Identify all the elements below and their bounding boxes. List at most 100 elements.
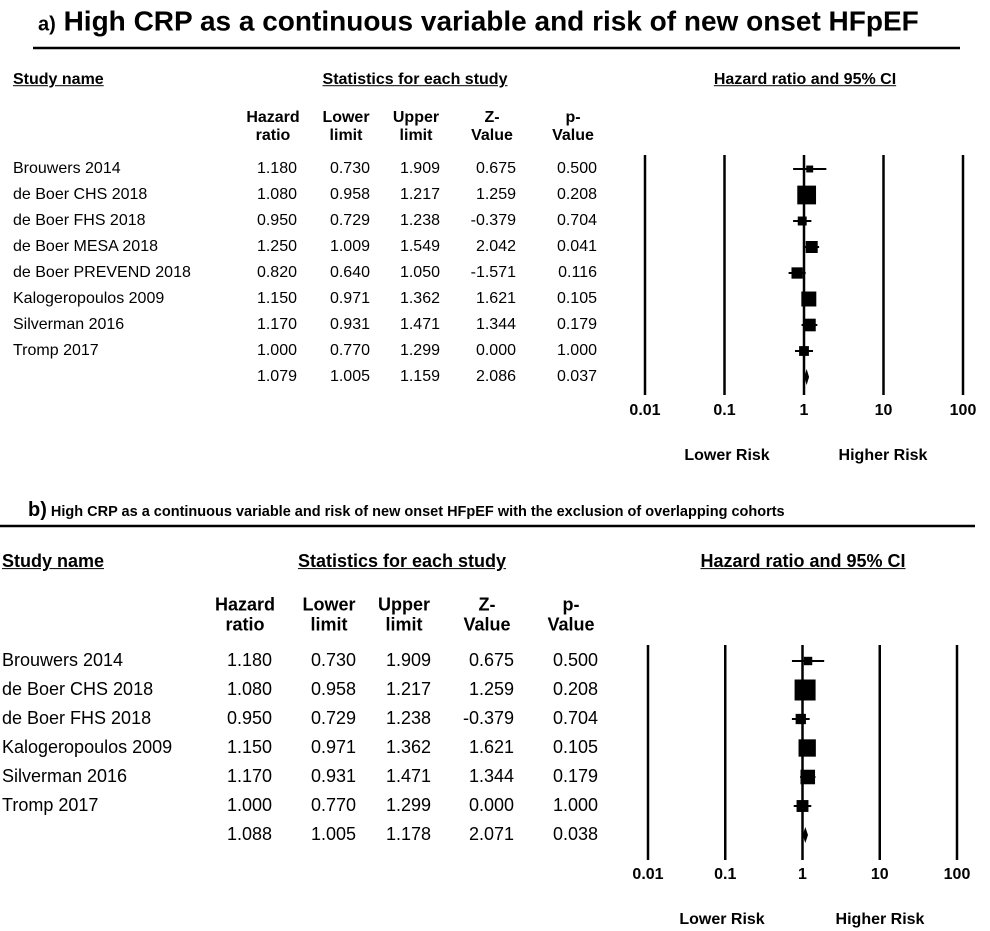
axis-annotation: Lower Risk — [679, 911, 765, 929]
hr-marker — [801, 291, 817, 307]
cell-value: 0.931 — [329, 316, 370, 334]
cell-value: 1.621 — [475, 290, 516, 308]
cell-value: -0.379 — [462, 708, 514, 729]
cell-value: 1.180 — [226, 650, 272, 671]
column-header: Lower limit — [322, 108, 370, 144]
cell-value: 0.704 — [552, 708, 598, 729]
study-name: Tromp 2017 — [2, 795, 99, 816]
cell-value: 1.471 — [399, 316, 440, 334]
cell-value: 1.005 — [310, 824, 356, 845]
study-name: de Boer CHS 2018 — [2, 679, 154, 700]
study-name: de Boer PREVEND 2018 — [13, 264, 191, 282]
column-header: Upper limit — [392, 108, 440, 144]
cell-value: 0.105 — [556, 290, 597, 308]
hr-marker — [796, 800, 809, 812]
summary-diamond — [804, 369, 810, 385]
hr-marker — [794, 679, 816, 701]
summary-diamond — [802, 827, 808, 843]
cell-value: 0.640 — [329, 264, 370, 282]
cell-value: 1.079 — [256, 368, 297, 386]
axis-annotation: Lower Risk — [684, 447, 770, 465]
hr-marker — [806, 165, 814, 173]
cell-value: 0.208 — [556, 186, 597, 204]
panel-title: a) High CRP as a continuous variable and… — [38, 6, 919, 38]
cell-value: 0.038 — [552, 824, 598, 845]
column-header: Z-Value — [471, 108, 513, 144]
cell-value: 0.729 — [329, 212, 370, 230]
study-name: Silverman 2016 — [2, 766, 128, 787]
cell-value: 1.217 — [385, 679, 431, 700]
cell-value: 1.159 — [399, 368, 440, 386]
study-name: Brouwers 2014 — [2, 650, 124, 671]
cell-value: 0.770 — [310, 795, 356, 816]
cell-value: 0.704 — [556, 212, 597, 230]
x-tick-label: 1 — [798, 866, 807, 884]
cell-value: 1.299 — [399, 342, 440, 360]
column-header: Hazard ratio — [214, 594, 276, 635]
hr-marker — [797, 216, 807, 226]
cell-value: 1.259 — [468, 679, 514, 700]
cell-value: 0.820 — [256, 264, 297, 282]
stats-header: Statistics for each study — [297, 551, 507, 572]
cell-value: 1.150 — [256, 290, 297, 308]
cell-value: 1.344 — [475, 316, 516, 334]
study-name: Tromp 2017 — [13, 342, 99, 360]
plot-header: Hazard ratio and 95% CI — [713, 71, 897, 89]
hr-marker — [799, 346, 809, 356]
x-tick-label: 0.1 — [713, 402, 736, 420]
cell-value: 1.080 — [226, 679, 272, 700]
cell-value: 1.471 — [385, 766, 431, 787]
cell-value: 1.362 — [399, 290, 440, 308]
hr-marker — [800, 769, 816, 785]
cell-value: 1.238 — [385, 708, 431, 729]
cell-value: 0.729 — [310, 708, 356, 729]
cell-value: 1.170 — [256, 316, 297, 334]
cell-value: 0.971 — [310, 737, 356, 758]
cell-value: 0.730 — [310, 650, 356, 671]
cell-value: 0.000 — [468, 795, 514, 816]
panel-title: b) High CRP as a continuous variable and… — [28, 499, 785, 521]
study-name: de Boer FHS 2018 — [13, 212, 146, 230]
study-name: de Boer FHS 2018 — [2, 708, 152, 729]
hr-marker — [798, 739, 816, 757]
cell-value: 0.971 — [329, 290, 370, 308]
cell-value: 1.344 — [468, 766, 514, 787]
cell-value: 1.178 — [385, 824, 431, 845]
hr-marker — [803, 656, 813, 666]
hr-marker — [797, 185, 817, 205]
cell-value: 2.086 — [475, 368, 516, 386]
study-header: Study name — [2, 551, 105, 572]
x-tick-label: 0.01 — [629, 402, 661, 420]
study-header: Study name — [13, 71, 104, 89]
column-header: Upper limit — [377, 594, 430, 635]
axis-annotation: Higher Risk — [838, 447, 928, 465]
cell-value: -1.571 — [470, 264, 516, 282]
cell-value: 0.675 — [475, 160, 516, 178]
x-tick-label: 10 — [870, 866, 889, 884]
cell-value: 2.042 — [475, 238, 516, 256]
cell-value: 0.041 — [556, 238, 597, 256]
cell-value: 1.259 — [475, 186, 516, 204]
column-header: Hazard ratio — [246, 108, 300, 144]
x-tick-label: 10 — [874, 402, 893, 420]
study-name: Silverman 2016 — [13, 316, 125, 334]
cell-value: 0.730 — [329, 160, 370, 178]
study-name: de Boer CHS 2018 — [13, 186, 148, 204]
cell-value: 0.105 — [552, 737, 598, 758]
cell-value: 0.179 — [552, 766, 598, 787]
cell-value: -0.379 — [470, 212, 516, 230]
cell-value: 1.050 — [399, 264, 440, 282]
x-tick-label: 100 — [949, 402, 977, 420]
cell-value: 1.909 — [399, 160, 440, 178]
cell-value: 1.088 — [226, 824, 272, 845]
cell-value: 1.000 — [256, 342, 297, 360]
x-tick-label: 0.01 — [632, 866, 664, 884]
title-text: High CRP as a continuous variable and ri… — [46, 504, 785, 520]
hr-marker — [803, 318, 816, 332]
cell-value: 1.362 — [385, 737, 431, 758]
cell-value: 1.009 — [329, 238, 370, 256]
axis-annotation: Higher Risk — [835, 911, 925, 929]
cell-value: 0.179 — [556, 316, 597, 334]
panel-label: b) — [28, 499, 47, 521]
